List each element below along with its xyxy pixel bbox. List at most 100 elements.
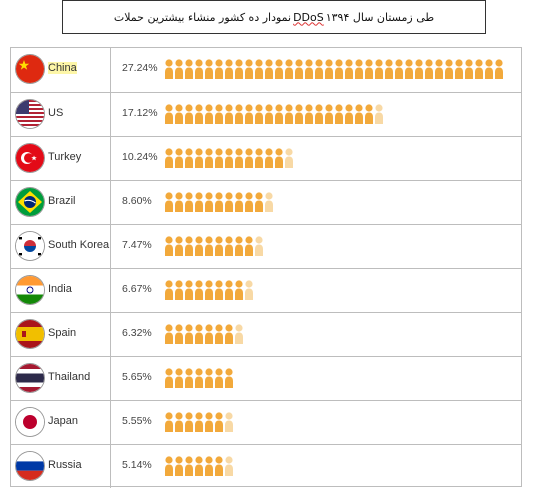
column-divider [110, 313, 111, 356]
russia-flag-icon [16, 452, 44, 480]
person-icon [175, 368, 183, 388]
person-icon [185, 324, 193, 344]
icon-bar-svg [165, 192, 273, 212]
person-icon [245, 148, 253, 168]
person-icon [415, 59, 423, 79]
person-icon [335, 104, 343, 124]
person-icon [175, 148, 183, 168]
person-icon-partial [255, 236, 263, 256]
table-row: Brazil 8.60% [11, 180, 521, 224]
percent-label: 5.14% [122, 459, 152, 471]
south-korea-flag-icon [16, 232, 44, 260]
icon-bar [165, 367, 515, 389]
person-icon-partial [225, 456, 233, 476]
person-icon [225, 280, 233, 300]
person-icon [205, 412, 213, 432]
icon-bar-svg [165, 148, 293, 168]
person-icon [225, 148, 233, 168]
caption-keyword: DDoS [293, 10, 324, 24]
person-icon [175, 59, 183, 79]
person-icon-partial [235, 324, 243, 344]
table-row: Turkey 10.24% [11, 136, 521, 180]
country-name: Russia [48, 459, 82, 471]
person-icon [195, 59, 203, 79]
person-icon [205, 59, 213, 79]
country-name: South Korea [48, 239, 110, 251]
turkey-flag-icon [16, 144, 44, 172]
person-icon [245, 104, 253, 124]
person-icon [225, 192, 233, 212]
person-icon [355, 104, 363, 124]
icon-bar-svg [165, 412, 233, 432]
person-icon [205, 148, 213, 168]
country-name: Brazil [48, 195, 76, 207]
person-icon [485, 59, 493, 79]
person-icon [265, 104, 273, 124]
person-icon [435, 59, 443, 79]
person-icon [305, 104, 313, 124]
country-table: China 27.24% US 17.12% Turkey 10.24% Brazil 8.6… [10, 47, 522, 488]
person-icon [235, 104, 243, 124]
percent-label: 7.47% [122, 239, 152, 251]
country-name: Spain [48, 327, 77, 339]
person-icon [235, 236, 243, 256]
person-icon [205, 236, 213, 256]
person-icon [205, 324, 213, 344]
person-icon [185, 412, 193, 432]
person-icon [275, 104, 283, 124]
person-icon [185, 148, 193, 168]
percent-label: 8.60% [122, 195, 152, 207]
percent-label: 27.24% [122, 62, 158, 74]
icon-bar-svg [165, 59, 503, 79]
icon-bar [165, 147, 515, 169]
person-icon [165, 280, 173, 300]
table-row: Thailand 5.65% [11, 356, 521, 400]
person-icon [245, 236, 253, 256]
person-icon [205, 104, 213, 124]
icon-bar [165, 235, 515, 257]
percent-label: 5.65% [122, 371, 152, 383]
country-name: India [48, 283, 72, 295]
person-icon [445, 59, 453, 79]
person-icon [395, 59, 403, 79]
person-icon [215, 280, 223, 300]
person-icon [355, 59, 363, 79]
icon-bar [165, 279, 515, 301]
person-icon [165, 324, 173, 344]
country-name: Japan [48, 415, 78, 427]
person-icon [195, 412, 203, 432]
column-divider [110, 401, 111, 444]
china-flag-icon [16, 55, 44, 83]
person-icon [305, 59, 313, 79]
person-icon [265, 59, 273, 79]
percent-label: 6.32% [122, 327, 152, 339]
person-icon [175, 412, 183, 432]
us-flag-icon [16, 100, 44, 128]
person-icon [185, 456, 193, 476]
person-icon [195, 104, 203, 124]
person-icon [205, 192, 213, 212]
person-icon [365, 59, 373, 79]
person-icon [175, 192, 183, 212]
column-divider [110, 93, 111, 136]
person-icon-partial [225, 412, 233, 432]
person-icon [175, 324, 183, 344]
person-icon [195, 368, 203, 388]
person-icon [255, 192, 263, 212]
person-icon [195, 148, 203, 168]
person-icon [275, 59, 283, 79]
brazil-flag-icon [16, 188, 44, 216]
thailand-flag-icon [16, 364, 44, 392]
icon-bar-svg [165, 456, 233, 476]
person-icon [195, 280, 203, 300]
person-icon [215, 148, 223, 168]
person-icon [315, 104, 323, 124]
person-icon [345, 59, 353, 79]
person-icon [265, 148, 273, 168]
person-icon [255, 148, 263, 168]
person-icon [225, 324, 233, 344]
person-icon [255, 104, 263, 124]
percent-label: 17.12% [122, 107, 158, 119]
country-name: Turkey [48, 151, 82, 163]
spain-flag-icon [16, 320, 44, 348]
